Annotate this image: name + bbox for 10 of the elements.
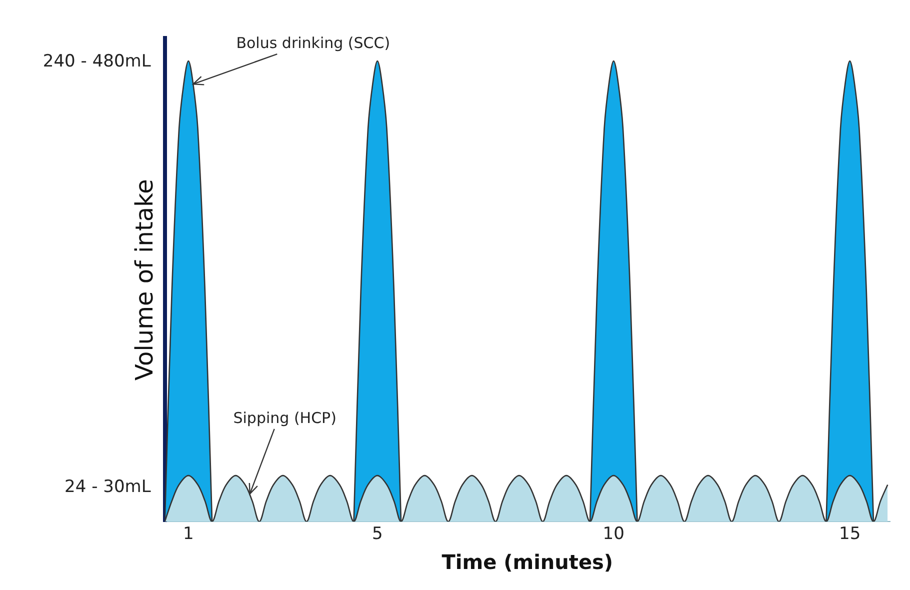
x-tick-label: 10 xyxy=(602,524,624,544)
x-axis-title: Time (minutes) xyxy=(442,550,614,574)
annotation: Bolus drinking (SCC) xyxy=(236,34,390,52)
text: 24 - 30mL xyxy=(64,477,152,498)
text: 240 - 480mL xyxy=(42,52,152,72)
annotation: Sipping (HCP) xyxy=(233,408,336,427)
y-axis-title: Volume of intake xyxy=(130,179,159,381)
x-tick-label: 1 xyxy=(183,524,194,544)
x-tick-label: 15 xyxy=(839,524,861,544)
x-tick-label: 5 xyxy=(372,524,383,544)
